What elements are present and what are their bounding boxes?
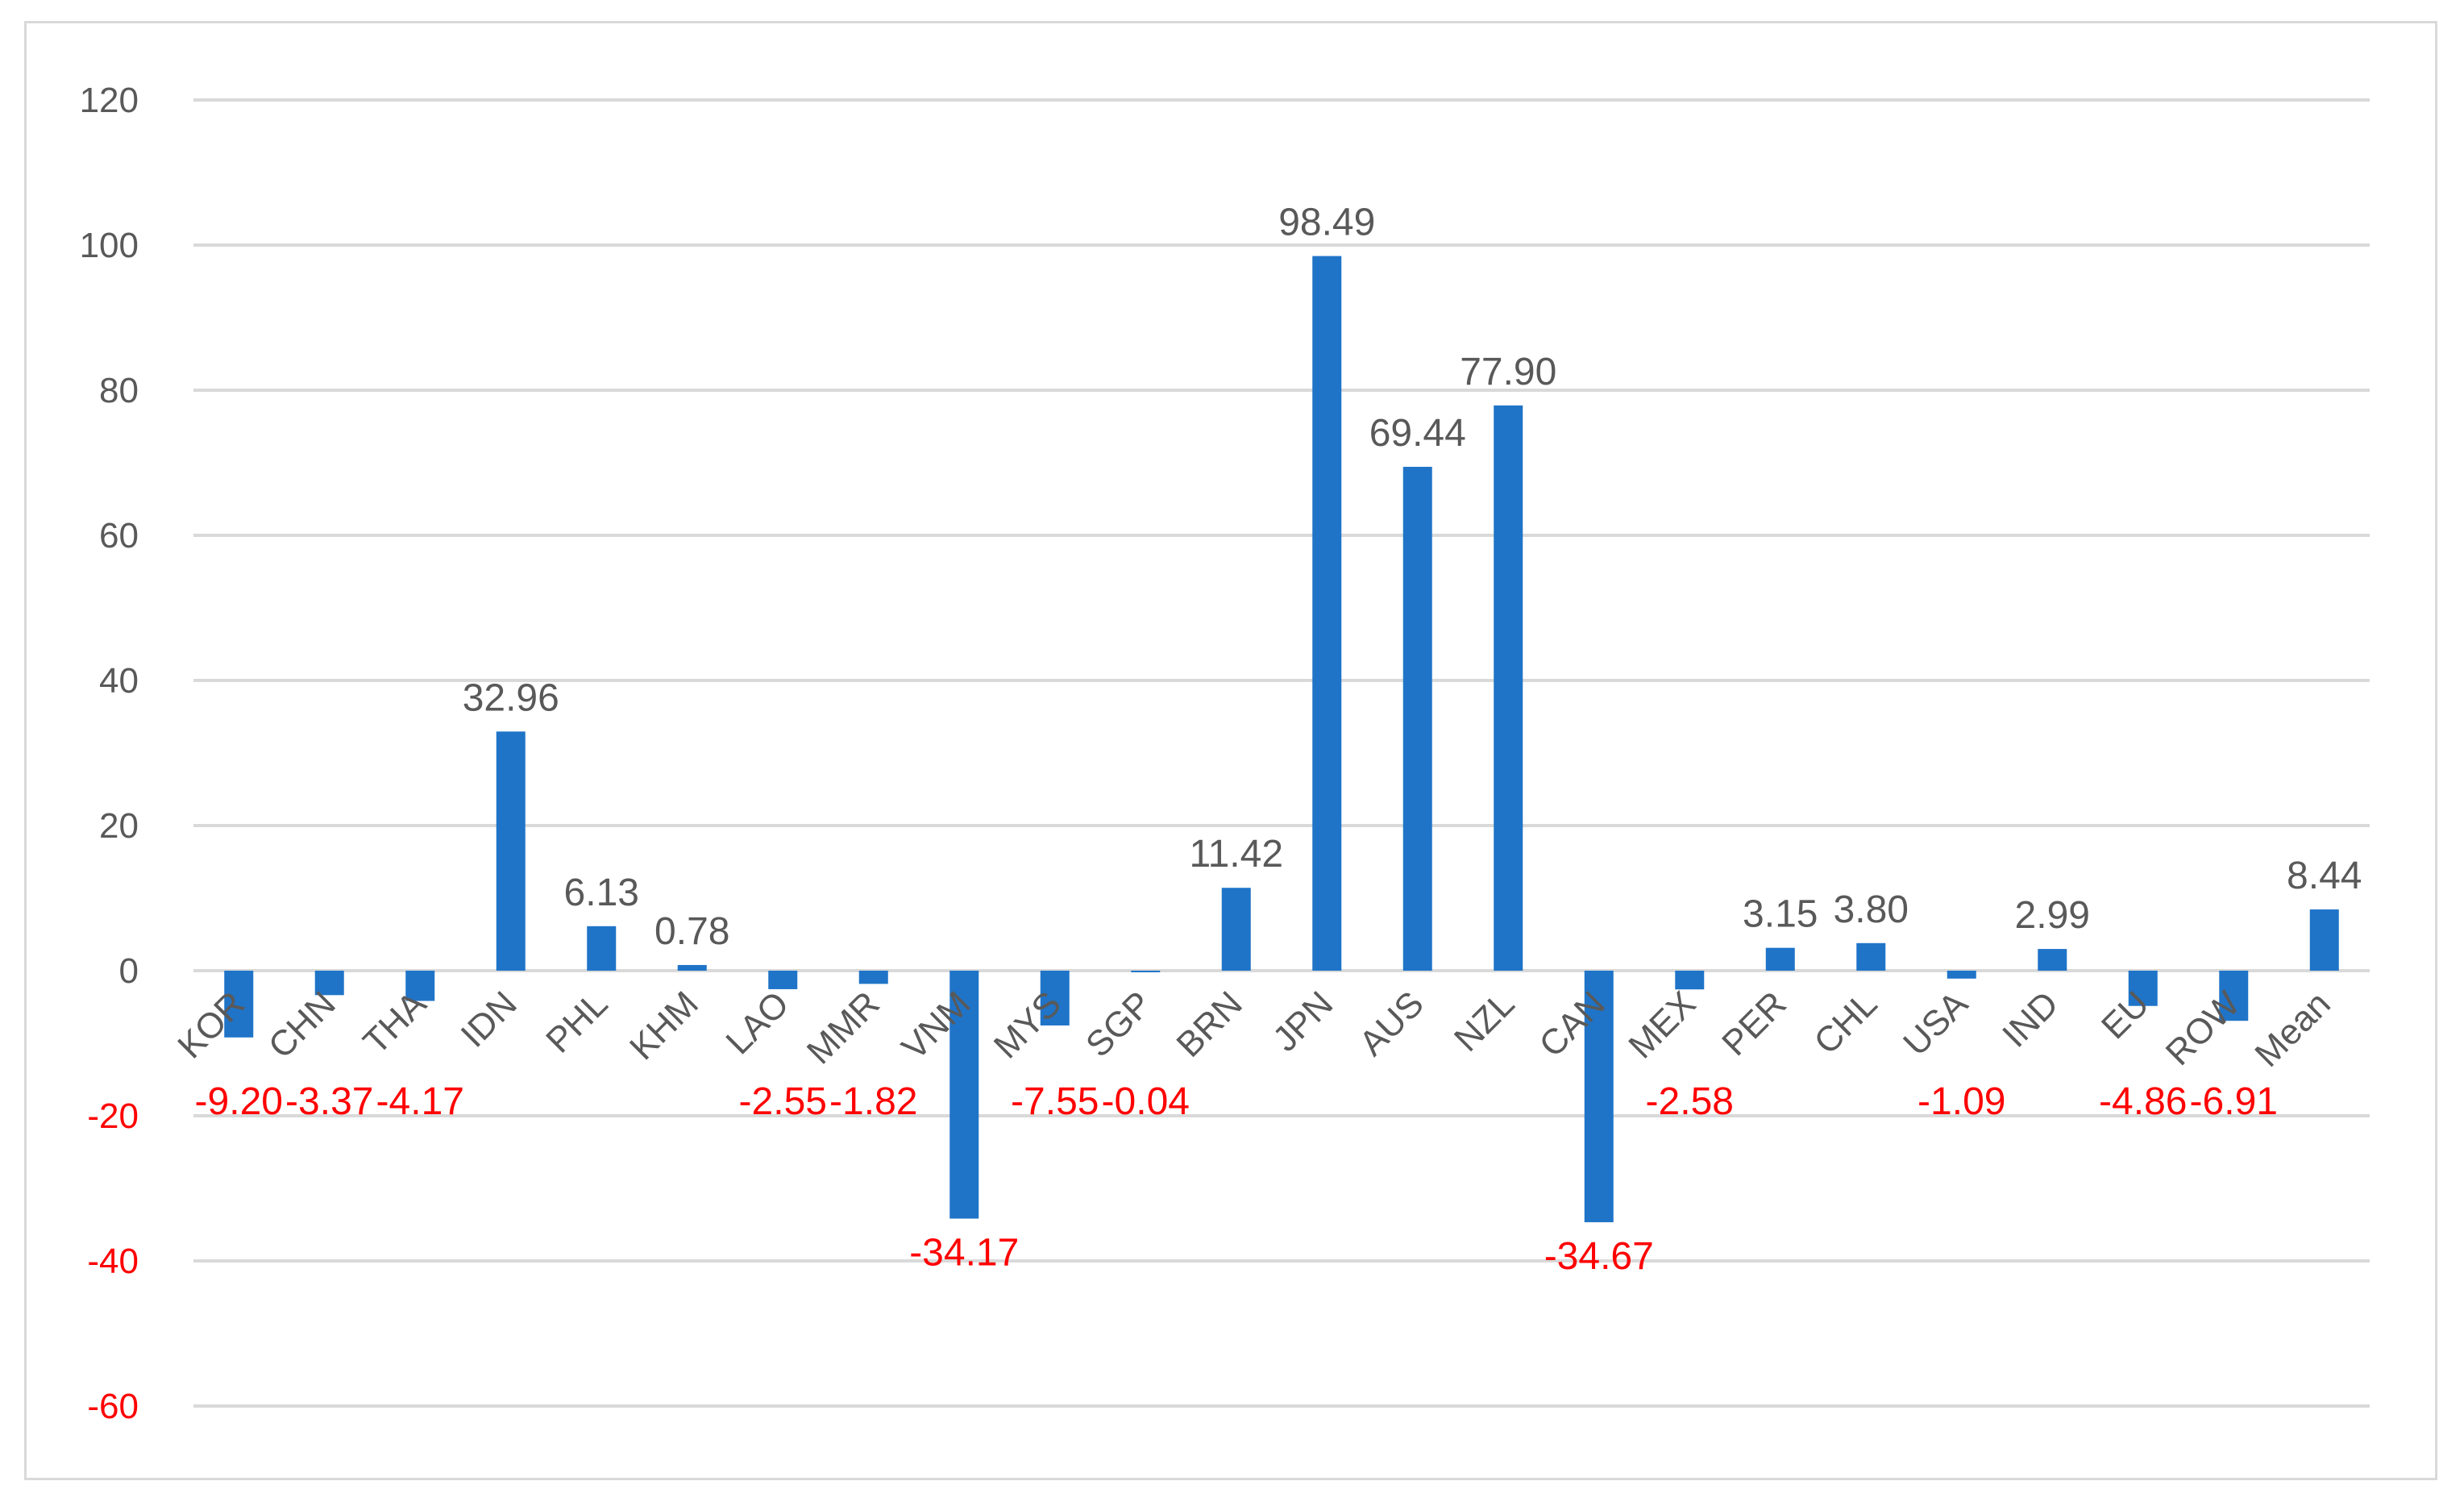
y-tick-label: 20 (99, 806, 139, 846)
data-label: 6.13 (564, 872, 639, 914)
x-category-label: AUS (1352, 984, 1431, 1063)
data-label: -34.67 (1544, 1235, 1654, 1278)
bar (314, 971, 344, 996)
x-category-label: BRN (1169, 984, 1249, 1064)
bar (1131, 971, 1161, 972)
bar (1494, 405, 1523, 971)
bar (677, 964, 707, 971)
bar (2219, 971, 2249, 1021)
x-category-label: LAO (718, 984, 796, 1062)
data-label: 77.90 (1460, 351, 1556, 393)
x-category-label: PER (1714, 984, 1794, 1063)
data-label: 69.44 (1369, 412, 1466, 455)
y-tick-label: 0 (119, 951, 139, 991)
bar (2309, 909, 2339, 971)
bar (1312, 256, 1342, 971)
data-label: -2.58 (1646, 1080, 1734, 1123)
y-tick-label: 80 (99, 371, 139, 410)
x-category-label: SGP (1078, 984, 1159, 1064)
data-label: -7.55 (1011, 1080, 1099, 1123)
bar (1584, 971, 1614, 1223)
bar (224, 971, 254, 1038)
chart-frame (24, 21, 2437, 1480)
bar (405, 971, 435, 1001)
bar (496, 731, 526, 971)
data-label: 8.44 (2287, 855, 2362, 897)
bar (1040, 971, 1070, 1025)
bar (2128, 971, 2158, 1006)
y-axis-tick-labels: -60 -40 -20 0 20 40 60 80 100 120 (80, 81, 139, 1426)
x-category-label: Mean (2247, 984, 2337, 1074)
y-tick-label: -60 (87, 1387, 139, 1426)
data-label: -3.37 (285, 1080, 373, 1123)
data-label: -34.17 (909, 1232, 1019, 1275)
x-category-label: PHL (538, 984, 615, 1060)
bar (949, 971, 979, 1219)
data-label: 98.49 (1278, 202, 1375, 244)
bar (1856, 942, 1886, 971)
bar (2038, 949, 2067, 971)
bar (1947, 971, 1976, 979)
x-category-label: JPN (1265, 984, 1340, 1059)
data-label: 32.96 (463, 676, 559, 719)
x-category-label: KHM (622, 984, 706, 1067)
bar (587, 926, 617, 971)
data-label: 3.15 (1743, 893, 1818, 936)
bar (1221, 888, 1251, 971)
data-label: -0.04 (1102, 1080, 1190, 1123)
data-labels: -9.20 -3.37 -4.17 32.96 6.13 0.78 -2.55 -1.82 -3… (195, 202, 2362, 1278)
x-category-label: IDN (454, 984, 525, 1055)
data-label: -1.82 (829, 1080, 917, 1123)
y-tick-label: 60 (99, 516, 139, 555)
x-category-label: USA (1896, 984, 1976, 1063)
x-category-label: MEX (1621, 984, 1703, 1066)
y-tick-label: -20 (87, 1096, 139, 1136)
data-label: -2.55 (739, 1080, 827, 1123)
bar (1675, 971, 1705, 990)
x-category-label: NZL (1447, 984, 1522, 1059)
data-label: 0.78 (654, 910, 729, 953)
gridlines (193, 98, 2370, 1408)
data-label: 3.80 (1834, 888, 1909, 931)
bars (224, 256, 2339, 1223)
y-tick-label: 100 (80, 226, 139, 265)
bar (768, 971, 798, 989)
x-category-label: MMR (800, 984, 887, 1071)
data-label: -6.91 (2190, 1080, 2278, 1123)
bar (1402, 467, 1432, 971)
bar (1765, 947, 1795, 971)
data-label: -4.17 (376, 1080, 464, 1123)
data-label: -9.20 (195, 1080, 283, 1123)
x-category-label: IND (1995, 984, 2066, 1055)
data-label: 11.42 (1189, 833, 1283, 876)
data-label: -4.86 (2099, 1080, 2187, 1123)
data-label: 2.99 (2015, 894, 2090, 937)
y-tick-label: -40 (87, 1242, 139, 1281)
y-tick-label: 40 (99, 661, 139, 701)
bar (858, 971, 888, 984)
data-label: -1.09 (1918, 1080, 2005, 1123)
x-category-label: CHN (261, 984, 343, 1066)
x-category-label: CHL (1806, 984, 1884, 1062)
y-tick-label: 120 (80, 81, 139, 120)
x-axis-category-labels: KOR CHN THA IDN PHL KHM LAO MMR VNM MYS SGP BRN JPN A… (170, 984, 2338, 1075)
